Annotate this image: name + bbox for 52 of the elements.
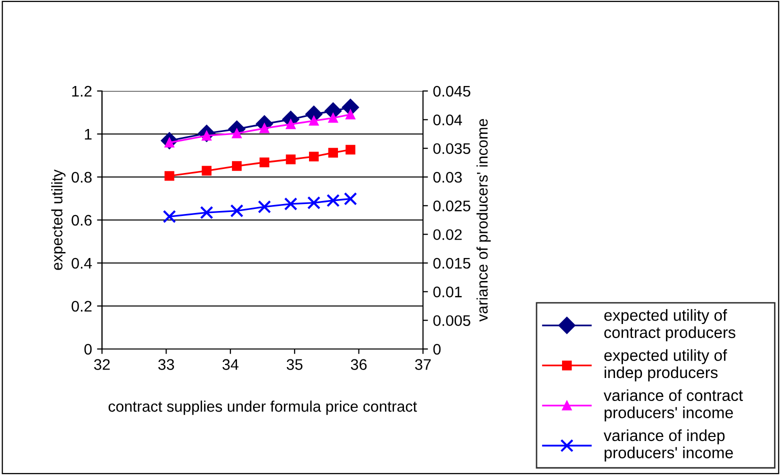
point — [260, 123, 270, 134]
point — [286, 119, 296, 130]
y-tick-label: 1.2 — [72, 86, 92, 97]
y2-axis-title: variance of producers' income — [476, 119, 491, 322]
point — [284, 197, 298, 211]
point — [230, 204, 244, 218]
x-tick-label: 35 — [286, 359, 302, 370]
y-tick-label: 0.2 — [72, 300, 92, 312]
point — [346, 110, 356, 120]
x-tick-label: 37 — [415, 359, 431, 370]
point — [309, 116, 319, 126]
legend-label: variance of contract producers' income — [604, 389, 743, 422]
point — [200, 206, 214, 220]
point — [260, 158, 270, 168]
point — [232, 128, 242, 138]
y2-tick-label: 0.015 — [433, 258, 470, 269]
x-axis-title: contract supplies under formula price contract — [108, 400, 417, 415]
point — [326, 194, 340, 208]
y2-tick-label: 0 — [433, 344, 441, 355]
y2-tick-label: 0.045 — [433, 86, 470, 97]
point — [162, 210, 176, 224]
x-tick-label: 34 — [222, 359, 238, 370]
y-tick-label: 1 — [84, 129, 92, 140]
x-tick-label: 32 — [94, 359, 110, 370]
point — [164, 171, 174, 181]
y2-tick-label: 0.035 — [433, 143, 470, 154]
point — [307, 196, 320, 210]
y-tick-label: 0.8 — [72, 172, 92, 183]
x-tick-label: 36 — [350, 359, 367, 370]
y2-tick-label: 0.005 — [433, 315, 470, 326]
legend-label: expected utility of indep producers — [604, 349, 728, 382]
y2-tick-label: 0.01 — [433, 286, 462, 298]
y-axis-title: expected utility — [51, 169, 66, 270]
y2-tick-label: 0.02 — [433, 229, 462, 240]
point — [202, 166, 212, 176]
point — [344, 192, 358, 206]
point — [258, 200, 272, 214]
y2-tick-label: 0.04 — [433, 114, 462, 126]
point — [309, 152, 319, 162]
y2-tick-label: 0.03 — [433, 172, 462, 183]
legend-label: variance of indep producers' income — [604, 429, 733, 462]
point — [328, 148, 338, 158]
y-tick-label: 0.4 — [72, 258, 92, 269]
y-tick-label: 0.6 — [72, 214, 92, 226]
point — [286, 154, 296, 164]
x-tick-label: 33 — [158, 359, 174, 370]
point — [328, 113, 338, 123]
legend-label: expected utility of contract producers — [604, 309, 736, 342]
point — [232, 161, 242, 171]
y-tick-label: 0 — [84, 344, 92, 355]
y2-tick-label: 0.025 — [433, 200, 470, 212]
point — [346, 144, 356, 155]
